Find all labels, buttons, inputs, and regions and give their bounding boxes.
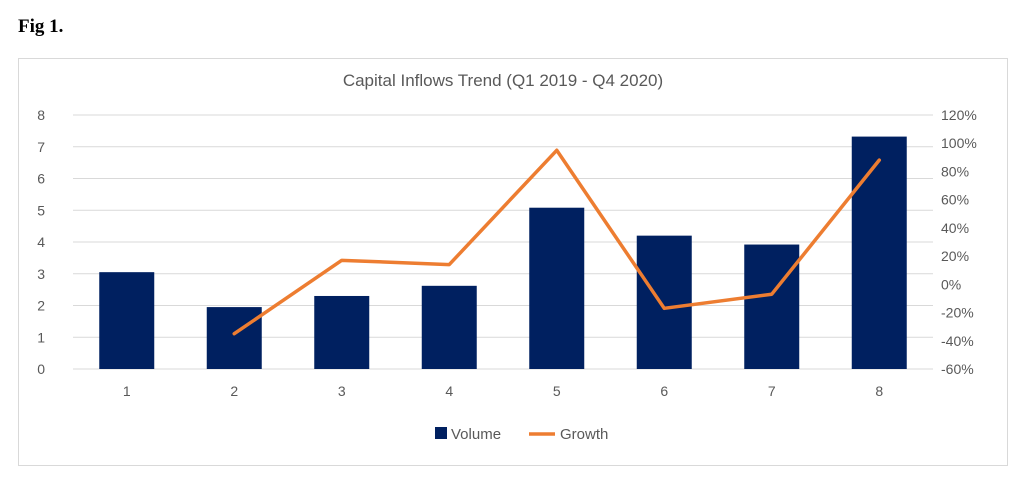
legend-volume-swatch [435, 427, 447, 439]
volume-bar [421, 285, 477, 369]
chart-title: Capital Inflows Trend (Q1 2019 - Q4 2020… [343, 71, 663, 90]
x-tick-label: 5 [553, 383, 561, 399]
left-tick-label: 1 [37, 329, 45, 345]
x-tick-label: 1 [123, 383, 131, 399]
right-tick-label: 40% [941, 220, 969, 236]
x-tick-label: 6 [660, 383, 668, 399]
left-tick-label: 4 [37, 234, 45, 250]
volume-bar [314, 295, 370, 369]
left-tick-label: 5 [37, 202, 45, 218]
combo-chart: Capital Inflows Trend (Q1 2019 - Q4 2020… [37, 71, 977, 443]
right-tick-label: -40% [941, 333, 974, 349]
right-tick-label: 120% [941, 107, 977, 123]
volume-bar [99, 272, 155, 369]
left-tick-label: 2 [37, 298, 45, 314]
volume-bar [529, 207, 585, 369]
x-tick-label: 4 [445, 383, 453, 399]
x-tick-label: 2 [230, 383, 238, 399]
x-axis-ticks: 1 2 3 4 5 6 7 8 [123, 383, 884, 399]
left-tick-label: 0 [37, 361, 45, 377]
x-tick-label: 8 [875, 383, 883, 399]
right-tick-label: -20% [941, 305, 974, 321]
legend-growth-label: Growth [560, 426, 608, 443]
left-tick-label: 3 [37, 266, 45, 282]
volume-bar [206, 307, 262, 369]
right-axis-ticks: -60% -40% -20% 0% 20% 40% 60% 80% 100% 120% [941, 107, 977, 377]
left-tick-label: 7 [37, 139, 45, 155]
volume-bar [851, 136, 907, 369]
legend-volume-label: Volume [451, 426, 501, 443]
volume-bar [744, 244, 800, 369]
x-tick-label: 7 [768, 383, 776, 399]
right-tick-label: 20% [941, 248, 969, 264]
right-tick-label: 60% [941, 192, 969, 208]
right-tick-label: 0% [941, 276, 961, 292]
chart-frame: Capital Inflows Trend (Q1 2019 - Q4 2020… [18, 58, 1008, 466]
right-tick-label: -60% [941, 361, 974, 377]
left-axis-ticks: 0 1 2 3 4 5 6 7 8 [37, 107, 45, 377]
x-tick-label: 3 [338, 383, 346, 399]
gridlines [73, 114, 933, 370]
volume-bar [636, 235, 692, 369]
volume-bars [99, 136, 907, 369]
legend: Volume Growth [435, 426, 608, 443]
growth-line-layer [232, 148, 881, 336]
right-tick-label: 80% [941, 163, 969, 179]
left-tick-label: 8 [37, 107, 45, 123]
figure-label: Fig 1. [18, 16, 64, 37]
left-tick-label: 6 [37, 171, 45, 187]
right-tick-label: 100% [941, 135, 977, 151]
